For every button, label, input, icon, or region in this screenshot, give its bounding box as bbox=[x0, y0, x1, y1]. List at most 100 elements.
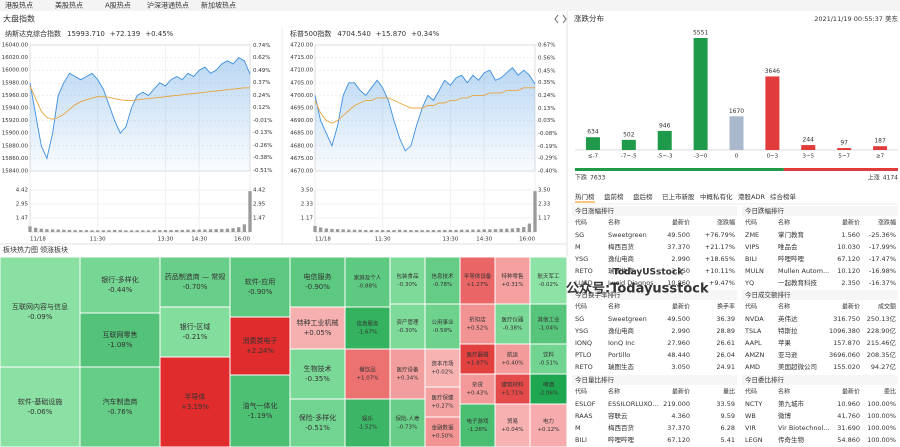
heatmap-cell[interactable] bbox=[529, 256, 568, 305]
heatmap-cell[interactable] bbox=[229, 374, 291, 447]
heatmap-cell[interactable] bbox=[459, 343, 496, 375]
heatmap-cell[interactable] bbox=[494, 343, 531, 375]
table-cell[interactable]: TSLA bbox=[744, 327, 762, 335]
heatmap-cell[interactable] bbox=[79, 312, 161, 368]
hot-tab[interactable]: 港股ADR bbox=[738, 192, 765, 201]
heatmap-cell[interactable] bbox=[494, 256, 531, 305]
heatmap-cell[interactable] bbox=[494, 373, 531, 405]
heatmap-cell[interactable] bbox=[389, 348, 426, 400]
table-cell[interactable]: RETO bbox=[575, 267, 593, 275]
table-cell[interactable]: 逸仙电商 bbox=[608, 326, 635, 335]
table-cell[interactable]: Sweetgreen bbox=[608, 315, 647, 323]
heatmap-cell[interactable] bbox=[459, 373, 496, 405]
table-cell[interactable]: WB bbox=[745, 412, 756, 420]
heatmap-cell[interactable] bbox=[289, 306, 346, 350]
heatmap-cell[interactable] bbox=[459, 256, 496, 305]
table-cell[interactable]: 瑞图生态 bbox=[608, 266, 635, 275]
nav-tab[interactable]: 美股热点 bbox=[55, 1, 83, 10]
table-cell[interactable]: AAPL bbox=[745, 339, 762, 347]
heatmap-cell[interactable] bbox=[344, 306, 391, 350]
table-cell[interactable]: VIPS bbox=[745, 243, 759, 251]
table-cell[interactable]: MULN bbox=[745, 267, 764, 275]
prev-arrow[interactable] bbox=[554, 14, 559, 24]
hot-tab[interactable]: 综合榜单 bbox=[770, 192, 797, 201]
table-cell[interactable]: IONQ bbox=[575, 339, 592, 347]
hot-tab[interactable]: 中概私有化 bbox=[700, 192, 733, 201]
table-cell[interactable]: YQ bbox=[744, 279, 754, 287]
table-cell[interactable]: 瑞图生态 bbox=[608, 362, 635, 371]
table-cell[interactable]: SG bbox=[575, 315, 584, 323]
table-cell[interactable]: 梅西百货 bbox=[608, 242, 635, 251]
heatmap-cell[interactable] bbox=[229, 256, 291, 318]
table-cell[interactable]: Mullen Autom... bbox=[778, 267, 829, 275]
heatmap-cell[interactable] bbox=[344, 256, 391, 308]
table-cell[interactable]: 哔哩哔哩 bbox=[608, 435, 635, 444]
table-cell[interactable]: VIR bbox=[745, 424, 756, 432]
table-cell[interactable]: ESSILORLUXO... bbox=[608, 400, 658, 408]
table-cell[interactable]: M bbox=[575, 243, 581, 251]
heatmap-cell[interactable] bbox=[389, 303, 426, 350]
nav-tab[interactable]: A股热点 bbox=[105, 1, 131, 10]
heatmap-cell[interactable] bbox=[0, 366, 81, 447]
table-cell[interactable]: 苹果 bbox=[778, 338, 792, 347]
heatmap-cell[interactable] bbox=[424, 303, 461, 350]
table-cell[interactable]: 容联云 bbox=[608, 411, 628, 420]
table-cell[interactable]: Sweetgreen bbox=[608, 231, 647, 239]
heatmap-cell[interactable] bbox=[424, 348, 461, 388]
table-cell[interactable]: 微博 bbox=[778, 411, 792, 420]
heatmap-cell[interactable] bbox=[159, 306, 231, 358]
heatmap-cell[interactable] bbox=[389, 398, 426, 447]
table-cell[interactable]: 亚马逊 bbox=[778, 350, 798, 359]
table-cell[interactable]: BILI bbox=[575, 436, 587, 444]
heatmap-cell[interactable] bbox=[424, 416, 461, 447]
heatmap-cell[interactable] bbox=[424, 386, 461, 418]
table-cell[interactable]: 传奇生物 bbox=[778, 435, 805, 444]
table-cell[interactable]: 特斯拉 bbox=[778, 326, 798, 335]
hot-tab[interactable]: 热门榜 bbox=[575, 192, 595, 201]
heatmap-cell[interactable] bbox=[344, 398, 391, 447]
table-cell[interactable]: IonQ Inc bbox=[608, 339, 635, 347]
heatmap-cell[interactable] bbox=[424, 256, 461, 305]
table-cell[interactable]: Lucid Diagnos bbox=[608, 279, 654, 287]
hot-tab[interactable]: 盘后榜 bbox=[633, 192, 653, 201]
table-cell[interactable]: BILI bbox=[745, 255, 757, 263]
nav-tab[interactable]: 港股热点 bbox=[5, 1, 33, 10]
heatmap-cell[interactable] bbox=[459, 403, 496, 447]
heatmap-cell[interactable] bbox=[529, 303, 568, 345]
table-cell[interactable]: LUCD bbox=[575, 279, 593, 287]
table-cell[interactable]: 掌门教育 bbox=[778, 230, 805, 239]
table-cell[interactable]: ESLOF bbox=[575, 400, 596, 408]
table-cell[interactable]: NVDA bbox=[745, 315, 764, 323]
table-cell[interactable]: SG bbox=[575, 231, 584, 239]
heatmap-cell[interactable] bbox=[159, 356, 231, 447]
table-cell[interactable]: 唯品会 bbox=[778, 242, 798, 251]
heatmap-cell[interactable] bbox=[494, 403, 531, 447]
table-cell[interactable]: LEGN bbox=[745, 436, 763, 444]
heatmap-cell[interactable] bbox=[389, 256, 426, 305]
table-cell[interactable]: ZME bbox=[745, 231, 759, 239]
nav-tab[interactable]: 新加坡热点 bbox=[201, 1, 236, 10]
heatmap-cell[interactable] bbox=[229, 316, 291, 376]
heatmap-cell[interactable] bbox=[529, 373, 568, 405]
heatmap-cell[interactable] bbox=[529, 343, 568, 375]
heatmap-cell[interactable] bbox=[529, 403, 568, 447]
table-cell[interactable]: RAAS bbox=[575, 412, 592, 420]
hot-tab[interactable]: 盘前榜 bbox=[604, 192, 624, 201]
next-arrow[interactable] bbox=[562, 14, 567, 24]
table-cell[interactable]: AMD bbox=[745, 363, 760, 371]
table-cell[interactable]: 梅西百货 bbox=[608, 423, 635, 432]
table-cell[interactable]: 一起教育科技 bbox=[778, 278, 818, 287]
table-cell[interactable]: YSG bbox=[574, 255, 588, 263]
table-cell[interactable]: NCTY bbox=[745, 400, 762, 408]
heatmap-cell[interactable] bbox=[79, 256, 161, 314]
table-cell[interactable]: AMZN bbox=[745, 351, 765, 359]
table-cell[interactable]: 哔哩哔哩 bbox=[778, 254, 805, 263]
heatmap-cell[interactable] bbox=[494, 303, 531, 345]
table-cell[interactable]: 美国超微公司 bbox=[778, 362, 817, 371]
table-cell[interactable]: M bbox=[575, 424, 581, 432]
heatmap-cell[interactable] bbox=[344, 348, 391, 400]
heatmap-cell[interactable] bbox=[289, 398, 346, 447]
table-cell[interactable]: RETO bbox=[575, 363, 593, 371]
hot-tab[interactable]: 已上市新股 bbox=[662, 192, 695, 201]
heatmap-tab[interactable]: 领涨板块 bbox=[40, 245, 68, 254]
